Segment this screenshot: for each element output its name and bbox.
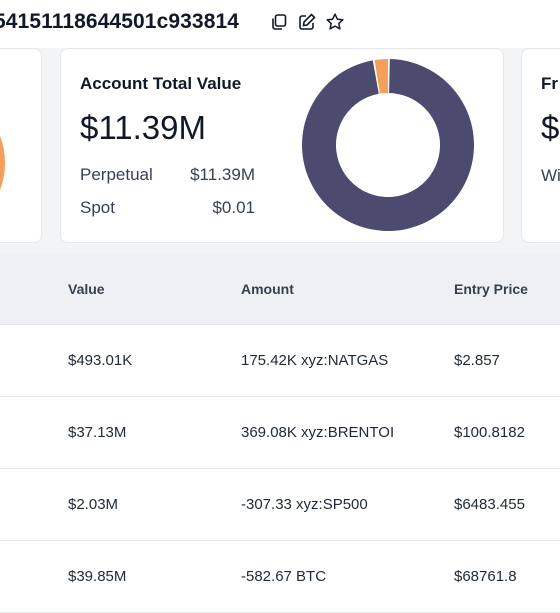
cell-amount: 369.08K xyz:BRENTOI [241, 424, 395, 441]
summary-card-right: Fr $ Wi [521, 48, 560, 243]
cell-entry-price: $6483.455 [454, 496, 525, 513]
star-icon[interactable] [325, 12, 345, 32]
table-row[interactable]: $39.85M -582.67 BTC $68761.8 [0, 541, 560, 613]
account-total-value-card: Account Total Value $11.39M Perpetual $1… [60, 48, 504, 243]
right-card-title: Fr [541, 74, 558, 93]
right-card-value: $ [541, 109, 560, 146]
left-donut-segment [0, 135, 5, 191]
edit-icon[interactable] [297, 12, 317, 32]
donut-segment-spot [374, 59, 388, 94]
cell-entry-price: $2.857 [454, 352, 500, 369]
table-row[interactable]: $2.03M -307.33 xyz:SP500 $6483.455 [0, 469, 560, 541]
cell-value: $2.03M [68, 496, 119, 513]
perpetual-value: $11.39M [190, 165, 255, 184]
cell-value: $493.01K [68, 352, 133, 369]
left-donut-chart [0, 135, 5, 191]
donut-segment-perpetual [302, 59, 474, 231]
cell-amount: -307.33 xyz:SP500 [241, 496, 368, 513]
table-row[interactable]: $493.01K 175.42K xyz:NATGAS $2.857 [0, 325, 560, 397]
column-header-amount[interactable]: Amount [241, 281, 294, 297]
perpetual-label: Perpetual [80, 165, 153, 184]
cell-amount: -582.67 BTC [241, 568, 327, 585]
cell-amount: 175.42K xyz:NATGAS [241, 352, 389, 369]
table-header: Value Amount Entry Price [0, 254, 560, 325]
total-value: $11.39M [80, 109, 206, 146]
allocation-donut-chart [302, 59, 474, 231]
cell-entry-price: $100.8182 [454, 424, 525, 441]
card-title: Account Total Value [80, 74, 242, 93]
spot-value: $0.01 [212, 198, 255, 217]
wallet-address: 54151118644501c933814 [0, 10, 240, 33]
copy-icon[interactable] [269, 12, 289, 32]
spot-label: Spot [80, 198, 115, 217]
column-header-value[interactable]: Value [68, 281, 105, 297]
cell-value: $39.85M [68, 568, 127, 585]
table-row[interactable]: $37.13M 369.08K xyz:BRENTOI $100.8182 [0, 397, 560, 469]
right-card-sub: Wi [541, 166, 560, 185]
address-actions [269, 12, 345, 32]
positions-table: Value Amount Entry Price $493.01K 175.42… [0, 254, 560, 613]
column-header-entry-price[interactable]: Entry Price [454, 281, 528, 297]
cell-value: $37.13M [68, 424, 127, 441]
cell-entry-price: $68761.8 [454, 568, 517, 585]
title-bar: 54151118644501c933814 [0, 0, 560, 48]
summary-card-left [0, 48, 42, 243]
